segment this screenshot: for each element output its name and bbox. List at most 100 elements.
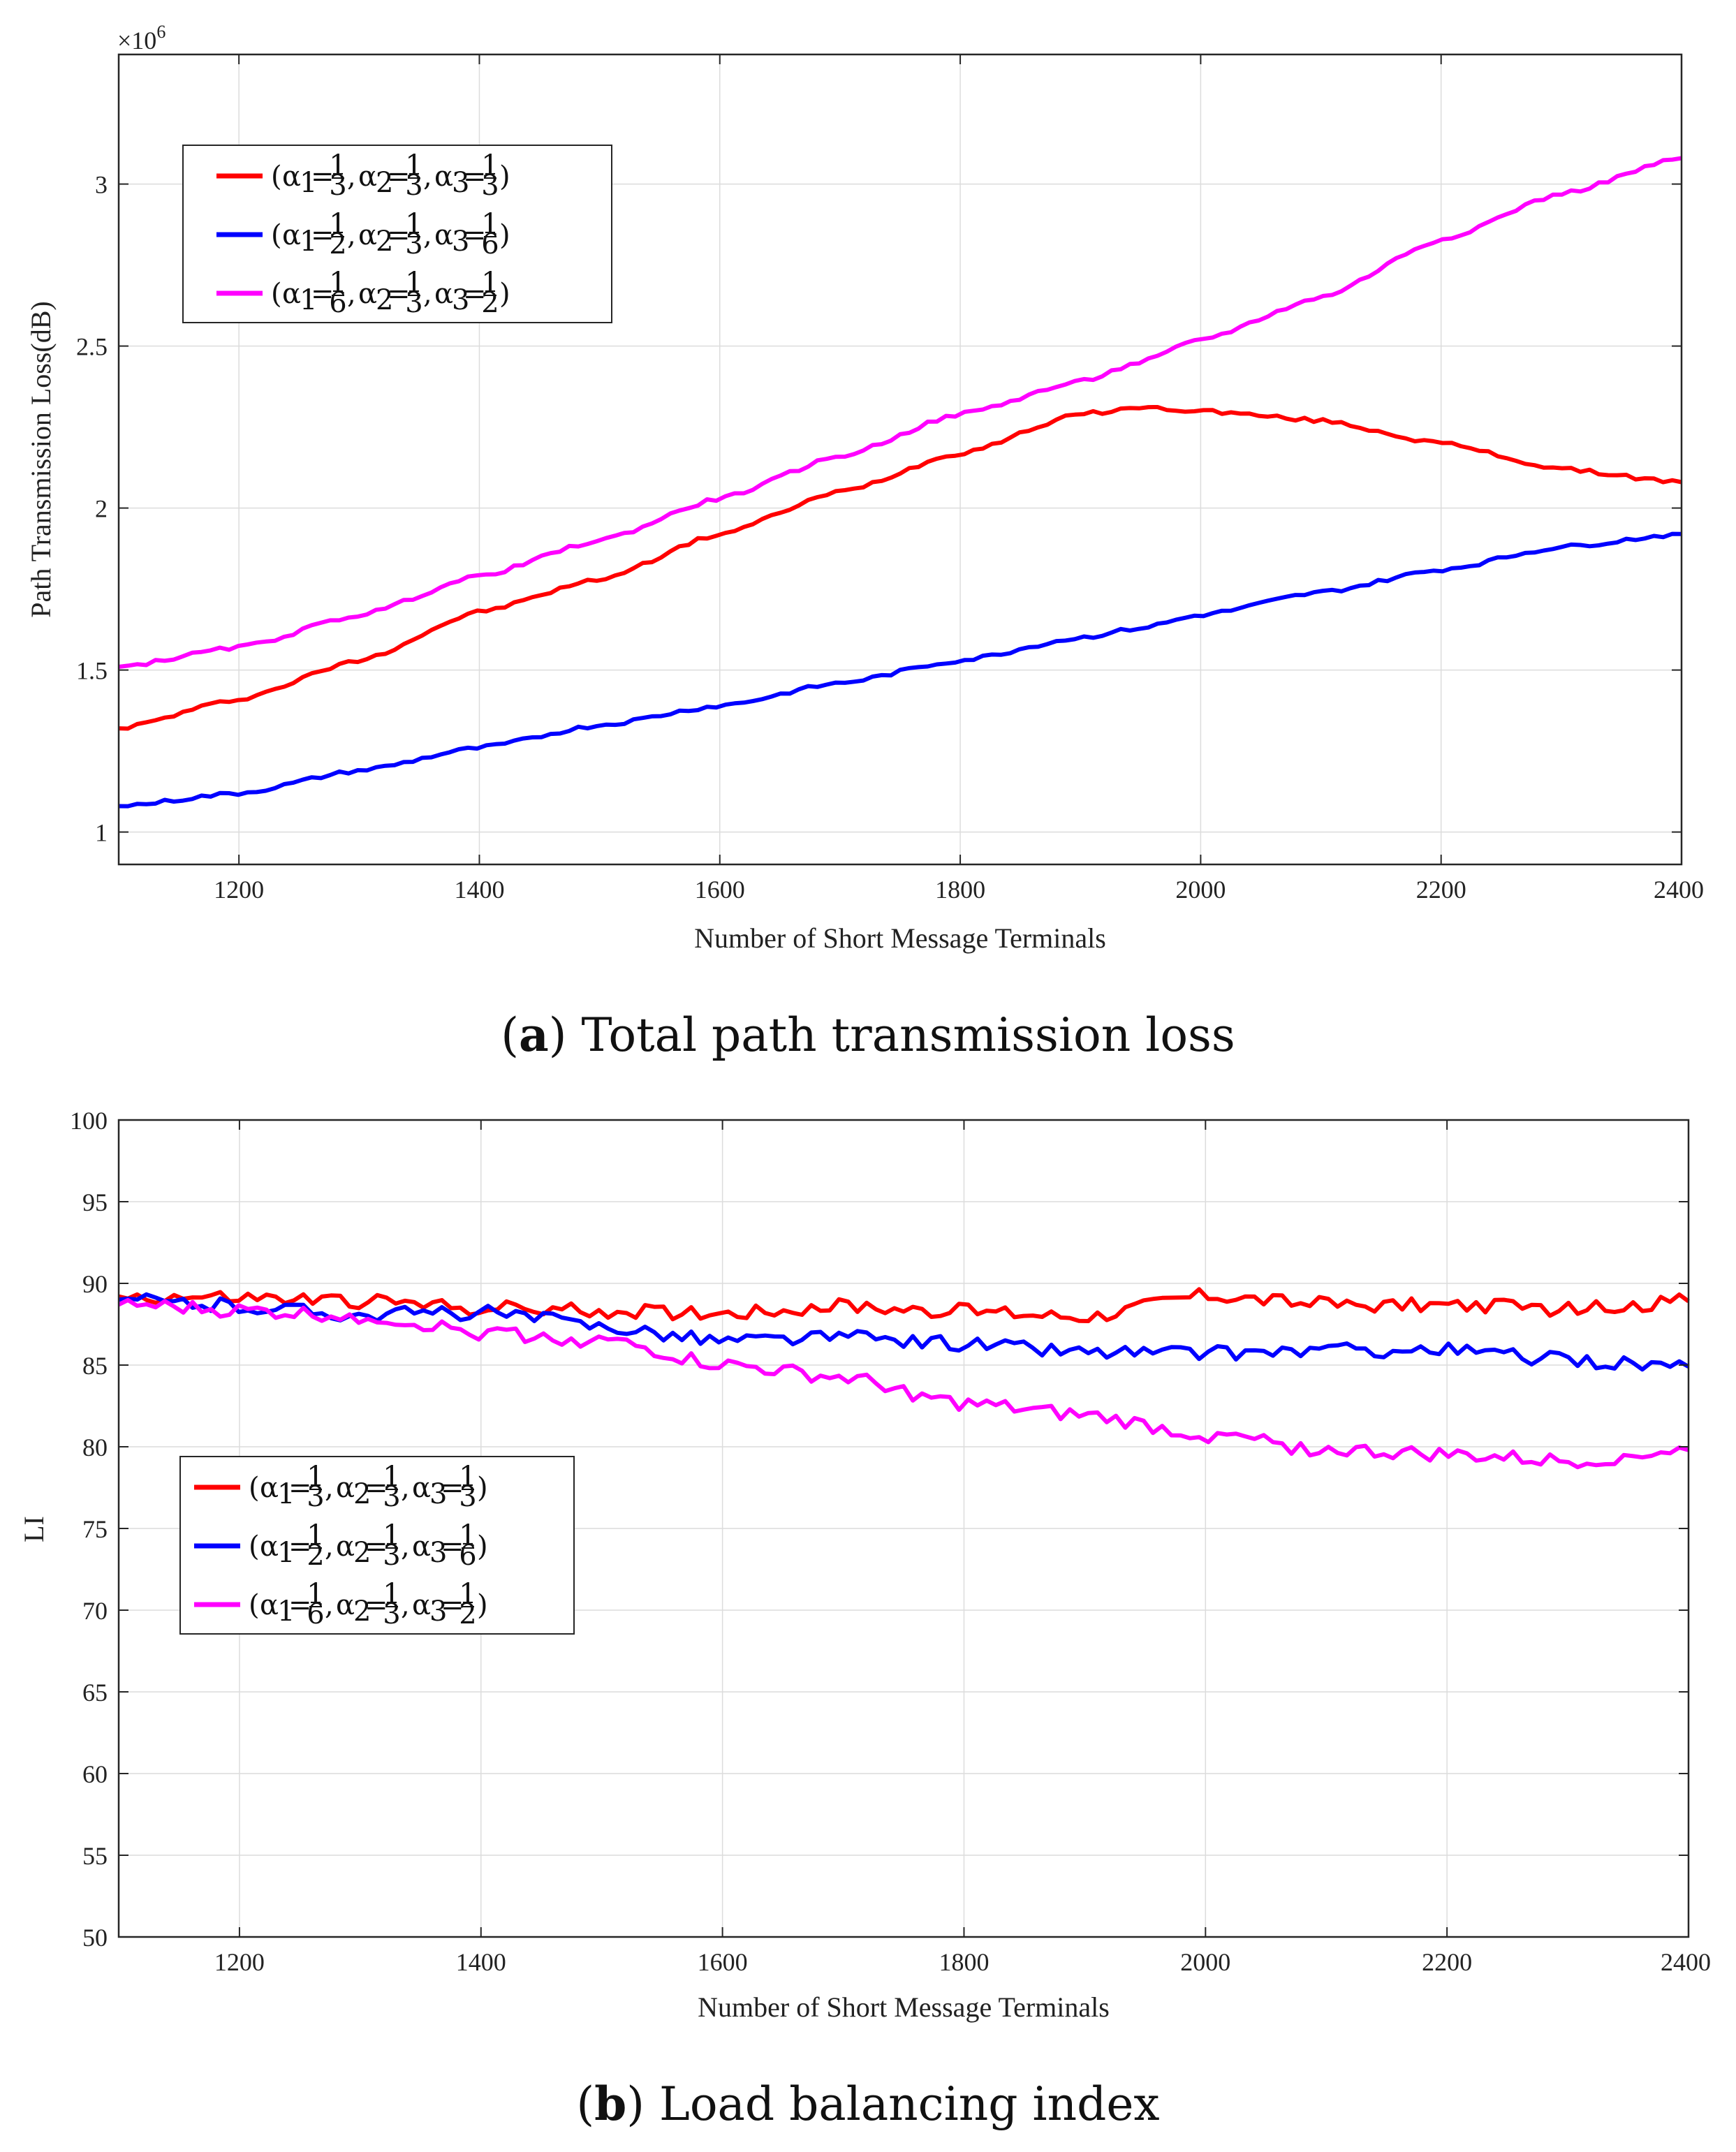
panel-a-x-axis-title: Number of Short Message Terminals	[694, 922, 1106, 954]
legend-fraction-numerator: 1	[307, 1461, 324, 1493]
legend-alpha-symbol: α	[434, 161, 453, 193]
panel-b-y-tick-label: 55	[82, 1842, 108, 1870]
caption-a-letter: a	[519, 1008, 549, 1062]
legend-equals: =	[365, 1531, 388, 1563]
legend-equals: =	[365, 1472, 388, 1504]
legend-alpha-symbol: α	[336, 1472, 355, 1504]
panel-a-y-ticks: 1 1.5 2 2.5 3	[76, 171, 1682, 847]
panel-b-x-tick-label: 1600	[698, 1948, 748, 1976]
legend-alpha-subscript: 3	[452, 284, 469, 316]
legend-alpha-subscript: 3	[452, 226, 469, 258]
legend-equals: =	[463, 161, 487, 193]
legend-alpha-subscript: 2	[353, 1595, 371, 1628]
panel-b-y-tick-label: 85	[82, 1352, 108, 1380]
panel-a-series-magenta	[118, 156, 1682, 669]
legend-fraction-numerator: 1	[307, 1578, 324, 1610]
legend-fraction-numerator: 1	[481, 208, 499, 240]
legend-comma: ,	[347, 161, 356, 193]
panel-b-series	[117, 1287, 1690, 1470]
legend-alpha-subscript: 1	[277, 1595, 295, 1628]
panel-a-y-tick-label: 1.5	[76, 657, 108, 685]
legend-paren-open: (	[249, 1531, 260, 1563]
legend-comma: ,	[401, 1472, 410, 1504]
panel-a-legend-entry-2: (α1=12, α2=13, α3=16)	[271, 208, 510, 260]
panel-b-x-tick-label: 1800	[939, 1948, 989, 1976]
panel-a-exponent-label: ×106	[117, 22, 165, 54]
panel-a-x-tick-label: 1600	[695, 876, 745, 904]
panel-b-x-tick-label: 2400	[1661, 1948, 1711, 1976]
legend-fraction-denominator: 3	[329, 170, 346, 202]
legend-fraction-numerator: 1	[459, 1461, 476, 1493]
panel-b-x-tick-label: 2000	[1180, 1948, 1230, 1976]
legend-fraction-denominator: 3	[459, 1481, 476, 1513]
panel-b-x-axis-title: Number of Short Message Terminals	[698, 1991, 1110, 2023]
caption-b-letter: b	[594, 2077, 626, 2131]
panel-a-x-tick-label: 1400	[454, 876, 504, 904]
legend-equals: =	[387, 219, 411, 251]
panel-b-x-tick-label: 1200	[214, 1948, 265, 1976]
legend-alpha-subscript: 1	[300, 226, 317, 258]
legend-alpha-symbol: α	[260, 1472, 279, 1504]
panel-a-x-tick-label: 1800	[935, 876, 985, 904]
legend-fraction-numerator: 1	[405, 149, 422, 182]
caption-b: (b) Load balancing index	[576, 2077, 1159, 2131]
panel-b-legend-entry-2: (α1=12, α2=13, α3=16)	[249, 1519, 488, 1572]
legend-fraction-numerator: 1	[383, 1578, 400, 1610]
legend-fraction-denominator: 6	[329, 287, 346, 319]
legend-fraction-denominator: 3	[481, 170, 499, 202]
legend-equals: =	[288, 1472, 312, 1504]
legend-comma: ,	[325, 1589, 334, 1621]
legend-fraction-numerator: 1	[383, 1519, 400, 1552]
panel-b-y-tick-label: 90	[82, 1270, 108, 1298]
legend-alpha-symbol: α	[412, 1589, 431, 1621]
panel-a-x-tick-label: 2400	[1654, 876, 1704, 904]
legend-paren-close: )	[477, 1531, 488, 1563]
legend-fraction-numerator: 1	[459, 1578, 476, 1610]
panel-a-series-blue	[118, 531, 1682, 809]
legend-equals: =	[365, 1589, 388, 1621]
legend-comma: ,	[423, 219, 432, 251]
legend-comma: ,	[325, 1531, 334, 1563]
legend-equals: =	[441, 1472, 464, 1504]
legend-alpha-subscript: 3	[429, 1595, 447, 1628]
legend-comma: ,	[423, 278, 432, 310]
legend-fraction-denominator: 6	[307, 1598, 324, 1630]
legend-fraction-denominator: 3	[405, 228, 422, 260]
legend-fraction-numerator: 1	[383, 1461, 400, 1493]
legend-equals: =	[311, 219, 334, 251]
panel-b-y-tick-label: 100	[70, 1107, 108, 1135]
panel-b-y-tick-label: 65	[82, 1679, 108, 1707]
legend-alpha-subscript: 2	[353, 1478, 371, 1510]
legend-alpha-subscript: 1	[300, 284, 317, 316]
panel-b-legend-entry-3: (α1=16, α2=13, α3=12)	[249, 1578, 488, 1630]
legend-alpha-subscript: 1	[277, 1537, 295, 1569]
legend-alpha-symbol: α	[358, 161, 377, 193]
legend-fraction-denominator: 2	[481, 287, 499, 319]
legend-alpha-subscript: 2	[376, 226, 393, 258]
legend-alpha-symbol: α	[282, 219, 301, 251]
legend-fraction-denominator: 3	[383, 1540, 400, 1572]
legend-alpha-symbol: α	[358, 219, 377, 251]
legend-fraction-denominator: 6	[459, 1540, 476, 1572]
panel-a-legend-entry-1: (α1=13, α2=13, α3=13)	[271, 149, 510, 202]
legend-fraction-denominator: 2	[459, 1598, 476, 1630]
panel-b-y-tick-label: 95	[82, 1188, 108, 1216]
panel-a-series-red	[118, 405, 1682, 731]
legend-alpha-symbol: α	[412, 1472, 431, 1504]
panel-a-legend: (α1=13, α2=13, α3=13) (α1=12, α2=13, α3=16) …	[182, 145, 612, 323]
panel-b-x-tick-label: 1400	[456, 1948, 506, 1976]
legend-paren-close: )	[499, 219, 510, 251]
legend-fraction-numerator: 1	[307, 1519, 324, 1552]
panel-a-y-tick-label: 3	[95, 171, 108, 199]
legend-alpha-symbol: α	[412, 1531, 431, 1563]
legend-fraction-numerator: 1	[459, 1519, 476, 1552]
legend-comma: ,	[423, 161, 432, 193]
panel-b-y-axis-title: LI	[18, 1516, 50, 1542]
panel-b-chart: 1200 1400 1600 1800 2000 2200 2400 50 55 60 65 70 7…	[18, 1107, 1711, 2023]
panel-b-y-tick-label: 60	[82, 1760, 108, 1788]
panel-b-legend-entry-1: (α1=13, α2=13, α3=13)	[249, 1461, 488, 1513]
legend-equals: =	[288, 1531, 312, 1563]
legend-fraction-numerator: 1	[405, 267, 422, 299]
legend-equals: =	[311, 278, 334, 310]
panel-a-plot-frame	[117, 53, 1683, 866]
